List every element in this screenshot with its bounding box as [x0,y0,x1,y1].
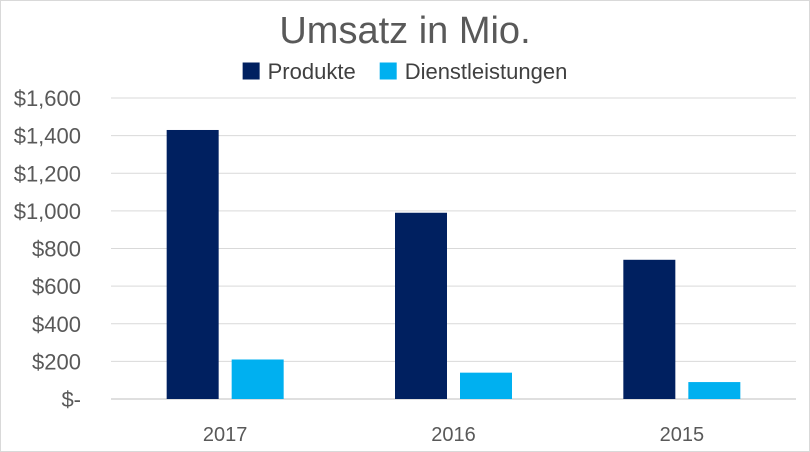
legend: Produkte Dienstleistungen [242,59,568,84]
x-tick-label: 2017 [203,424,248,446]
x-axis-ticks: 2017 2016 2015 [203,424,704,446]
y-tick-label: $200 [32,349,81,374]
bar-dienstleistungen-2016 [460,372,512,399]
bars [166,129,741,399]
y-tick-label: $- [61,387,81,412]
y-tick-label: $400 [32,312,81,337]
y-tick-label: $1,600 [14,86,81,111]
bar-produkte-2015 [623,259,676,399]
legend-swatch-produkte [242,62,260,80]
chart-title: Umsatz in Mio. [279,10,530,52]
bar-dienstleistungen-2015 [688,382,741,399]
legend-label-produkte: Produkte [268,59,356,84]
y-tick-label: $1,400 [14,124,81,149]
legend-swatch-dienstleistungen [379,62,397,80]
y-tick-label: $1,200 [14,161,81,186]
legend-label-dienstleistungen: Dienstleistungen [405,59,568,84]
bar-produkte-2016 [395,212,447,399]
x-tick-label: 2016 [431,424,476,446]
y-tick-label: $600 [32,274,81,299]
x-tick-label: 2015 [660,424,705,446]
y-axis-ticks: $- $200 $400 $600 $800 $1,000 $1,200 $1,400 $1,6… [14,86,81,412]
bar-produkte-2017 [166,129,219,399]
gridlines [111,97,796,400]
y-tick-label: $1,000 [14,199,81,224]
y-tick-label: $800 [32,237,81,262]
bar-dienstleistungen-2017 [231,359,284,399]
